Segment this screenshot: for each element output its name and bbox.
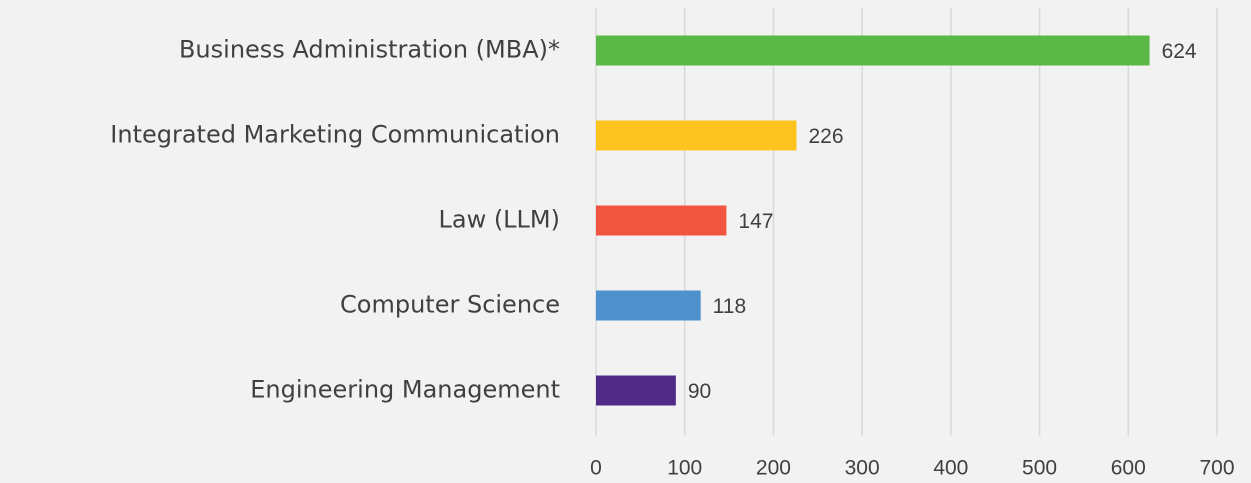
- category-label: Law (LLM): [438, 206, 560, 234]
- x-tick-label: 0: [590, 457, 602, 480]
- x-tick-label: 100: [667, 457, 702, 480]
- x-tick-label: 200: [756, 457, 791, 480]
- value-label: 226: [808, 125, 843, 148]
- bar: [596, 375, 676, 406]
- bar: [596, 205, 727, 236]
- category-label: Engineering Management: [250, 376, 560, 404]
- x-tick-label: 400: [933, 457, 968, 480]
- x-tick-label: 300: [845, 457, 880, 480]
- value-label: 118: [713, 295, 746, 318]
- bar: [596, 120, 797, 151]
- bar: [596, 290, 701, 321]
- category-label: Business Administration (MBA)*: [179, 36, 560, 64]
- category-label: Integrated Marketing Communication: [110, 121, 560, 149]
- x-tick-label: 700: [1199, 457, 1234, 480]
- category-label: Computer Science: [340, 291, 560, 319]
- x-tick-label: 600: [1111, 457, 1146, 480]
- value-label: 90: [688, 380, 711, 403]
- x-tick-label: 500: [1022, 457, 1057, 480]
- value-label: 624: [1162, 40, 1197, 63]
- bar: [596, 35, 1150, 66]
- value-label: 147: [738, 210, 773, 233]
